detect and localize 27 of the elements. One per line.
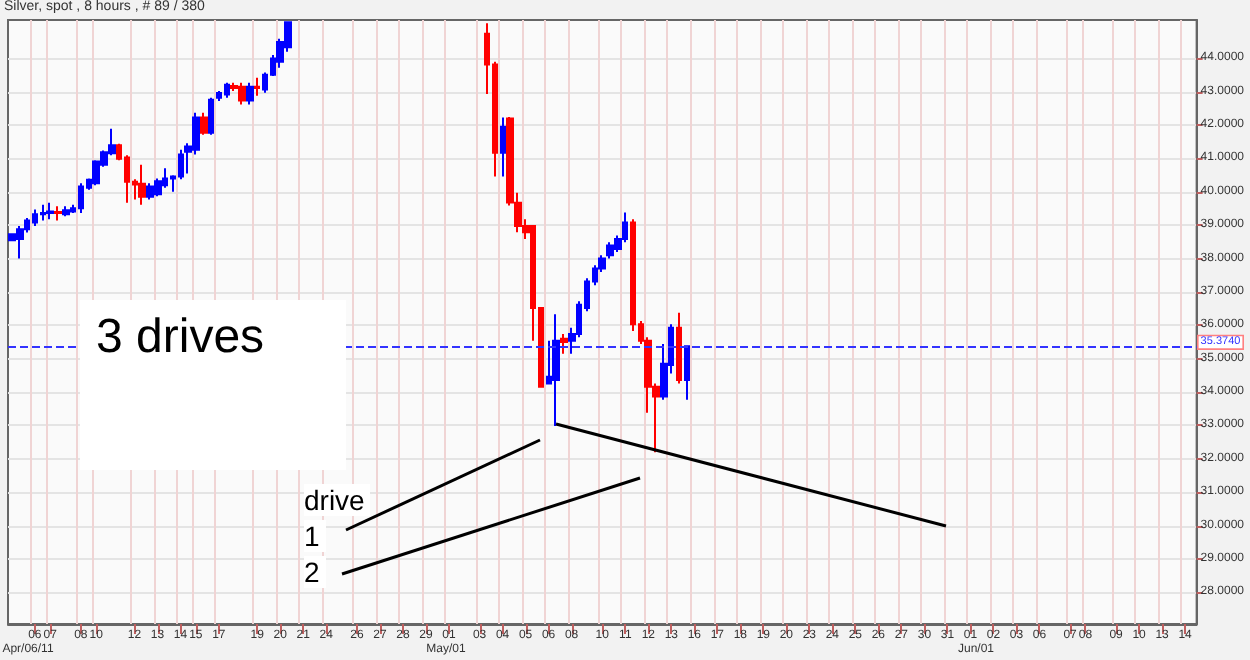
candlestick <box>216 90 222 103</box>
candlestick <box>162 167 168 189</box>
candlestick <box>40 203 46 222</box>
candlestick <box>32 208 38 227</box>
candlestick <box>200 111 208 136</box>
candlestick <box>208 96 214 136</box>
candlestick <box>62 205 70 218</box>
annotation: 3 drives <box>96 310 265 364</box>
candlestick <box>622 211 628 244</box>
candlestick <box>254 76 260 97</box>
candlestick <box>500 116 506 178</box>
candlestick <box>224 81 230 99</box>
annotation: 2 <box>304 556 326 588</box>
candlestick <box>78 182 84 214</box>
annotation: 1 <box>304 520 326 552</box>
annotation: drive <box>304 484 371 516</box>
candlestick <box>246 81 254 106</box>
candlestick <box>560 333 568 355</box>
candlestick <box>54 205 62 222</box>
candlestick <box>16 224 24 260</box>
candlestick <box>552 313 560 428</box>
candlestick <box>46 201 54 221</box>
candlestick <box>138 163 146 206</box>
candlestick <box>146 182 154 201</box>
candlestick <box>238 81 246 106</box>
candlestick <box>684 345 690 401</box>
candlestick <box>676 311 682 385</box>
